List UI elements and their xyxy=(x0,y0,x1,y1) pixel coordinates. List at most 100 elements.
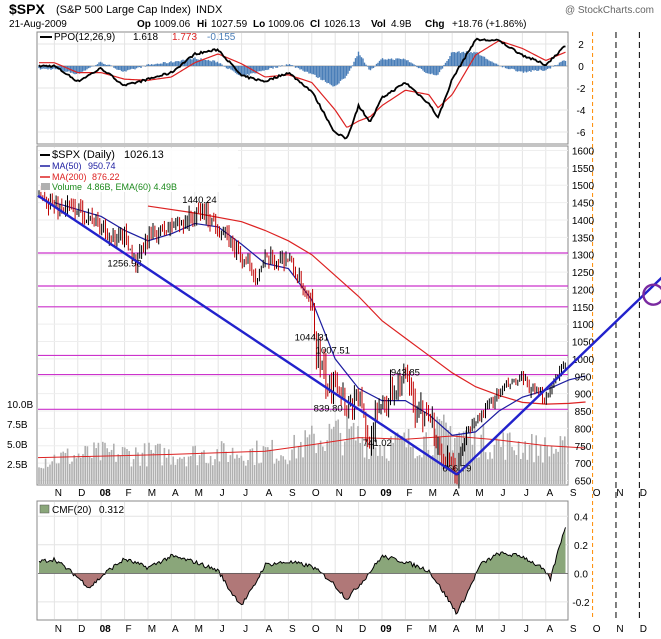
cmf-area-segment xyxy=(466,573,468,595)
annotation-circle xyxy=(642,283,661,306)
cmf-area-segment xyxy=(204,566,206,574)
cmf-area-segment xyxy=(352,573,354,592)
cmf-area-segment xyxy=(135,561,137,574)
cmf-area-segment xyxy=(351,573,353,594)
x-axis-label: N xyxy=(336,488,343,499)
cmf-area-segment xyxy=(453,573,455,609)
cmf-area-segment xyxy=(460,573,462,605)
cmf-area-segment xyxy=(409,561,411,574)
cmf-area-segment xyxy=(522,556,524,574)
cmf-area-segment xyxy=(328,573,330,582)
cmf-line xyxy=(38,527,566,615)
cmf-area-segment xyxy=(118,562,120,574)
cmf-area-segment xyxy=(292,562,294,574)
cmf-area-segment xyxy=(303,565,305,574)
cmf-area-segment xyxy=(180,557,182,574)
x-axis-label: D xyxy=(359,488,366,499)
x-axis-label: D xyxy=(78,624,85,635)
cmf-area-segment xyxy=(373,563,375,574)
cmf-area-segment xyxy=(510,555,512,574)
cmf-area-segment xyxy=(172,554,174,574)
cmf-area-segment xyxy=(246,573,248,600)
cmf-area-segment xyxy=(331,573,333,582)
cmf-area-segment xyxy=(232,573,234,596)
cmf-area-segment xyxy=(520,557,522,574)
cmf-area-segment xyxy=(115,564,117,574)
volume-axis-label: 5.0B xyxy=(7,440,28,451)
cmf-area-segment xyxy=(417,564,419,574)
x-axis-label: N xyxy=(336,624,343,635)
cmf-area-segment xyxy=(127,559,129,574)
cmf-area-segment xyxy=(61,562,63,574)
cmf-area-segment xyxy=(481,561,483,574)
cmf-area-segment xyxy=(514,553,516,574)
cmf-area-segment xyxy=(265,563,267,574)
cmf-area-segment xyxy=(295,561,297,574)
cmf-area-segment xyxy=(513,553,515,574)
cmf-area-segment xyxy=(396,558,398,574)
price-tick-label: 700 xyxy=(575,459,592,470)
x-axis-label: M xyxy=(475,624,483,635)
cmf-area-segment xyxy=(309,564,311,574)
cmf-area-segment xyxy=(57,561,59,574)
cmf-area-segment xyxy=(90,573,92,588)
cmf-area-segment xyxy=(531,561,533,574)
cmf-area-segment xyxy=(109,568,111,574)
cmf-area-segment xyxy=(414,563,416,574)
cmf-area-segment xyxy=(507,554,509,574)
x-axis-label: A xyxy=(266,488,273,499)
volume-axis-label: 10.0B xyxy=(7,400,33,411)
cmf-area-segment xyxy=(448,573,450,602)
cmf-area-segment xyxy=(49,560,51,574)
x-axis-label: J xyxy=(500,624,505,635)
x-axis-label: 08 xyxy=(100,488,112,499)
cmf-area-segment xyxy=(60,562,62,574)
x-axis-label: M xyxy=(148,488,156,499)
cmf-area-segment xyxy=(534,564,536,574)
cmf-area-segment xyxy=(267,563,269,574)
cmf-area-segment xyxy=(169,554,171,574)
price-tick-label: 1150 xyxy=(572,303,594,314)
high-value: 1027.59 xyxy=(211,19,248,30)
chg-value: +18.76 (+1.86%) xyxy=(452,19,527,30)
x-axis-label: 09 xyxy=(380,624,392,635)
cmf-area-segment xyxy=(465,573,467,600)
price-tick-label: 950 xyxy=(575,372,592,383)
cmf-area-segment xyxy=(45,559,47,574)
cmf-area-segment xyxy=(408,561,410,574)
cmf-area-segment xyxy=(136,562,138,574)
price-annotation: 1044.31 xyxy=(295,333,329,344)
cmf-area-segment xyxy=(354,573,356,590)
cmf-area-segment xyxy=(349,573,351,598)
cmf-area-segment xyxy=(348,573,350,600)
cmf-area-segment xyxy=(525,557,527,574)
cmf-area-segment xyxy=(451,573,453,609)
cmf-area-segment xyxy=(345,573,347,600)
cmf-area-segment xyxy=(175,555,177,574)
cmf-tick-label: -0.2 xyxy=(572,598,590,609)
price-legend: $SPX (Daily) 1026.13 MA(50) 950.74 MA(20… xyxy=(40,148,238,192)
cmf-area-segment xyxy=(462,573,464,603)
ppo-signal-line xyxy=(39,40,566,128)
x-axis-label: A xyxy=(172,488,179,499)
cmf-area-segment xyxy=(231,573,233,596)
cmf-area-segment xyxy=(88,573,90,588)
cmf-area-segment xyxy=(205,566,207,574)
cmf-area-segment xyxy=(379,557,381,574)
cmf-area-segment xyxy=(283,562,285,574)
ppo-line xyxy=(38,37,566,140)
cmf-area-segment xyxy=(276,563,278,574)
cmf-area-segment xyxy=(285,562,287,574)
cmf-area-segment xyxy=(286,562,288,574)
cmf-area-segment xyxy=(82,573,84,585)
cmf-area-segment xyxy=(51,560,53,574)
cmf-area-segment xyxy=(189,559,191,574)
cmf-tick-label: 0.4 xyxy=(574,512,588,523)
cmf-area-segment xyxy=(280,561,282,574)
cmf-area-segment xyxy=(355,573,357,590)
price-tick-label: 1350 xyxy=(572,233,595,244)
cmf-area-segment xyxy=(235,573,237,602)
x-axis-label: N xyxy=(616,624,623,635)
cmf-area-segment xyxy=(516,553,518,574)
